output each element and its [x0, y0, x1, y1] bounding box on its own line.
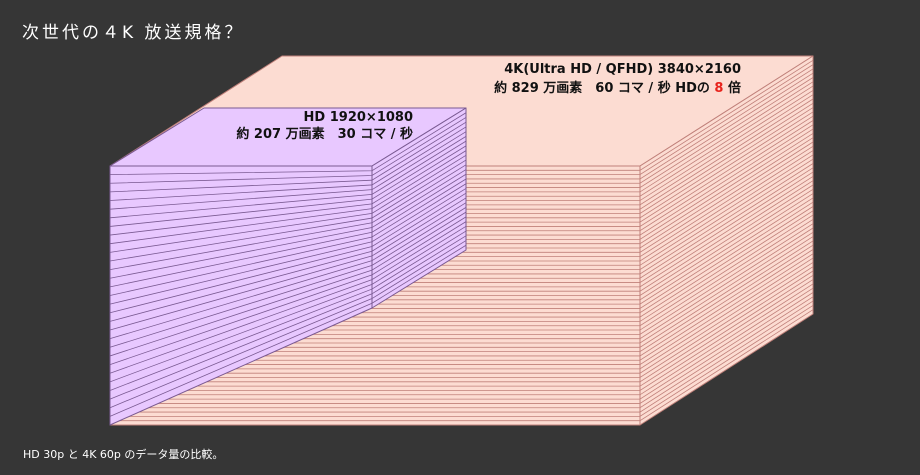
uhd-multiplier: 8 — [714, 81, 723, 96]
hd-frame-line — [109, 183, 467, 305]
hd-resolution-label: HD 1920×1080 — [304, 110, 413, 125]
hd-frame-line — [109, 131, 467, 210]
uhd-frame-line — [110, 274, 814, 387]
uhd-spec-prefix: 約 829 万画素 60 コマ / 秒 HDの — [494, 80, 714, 96]
hd-frame-line — [109, 221, 467, 374]
hd-frame-line — [109, 225, 467, 383]
hd-frame-line — [109, 140, 467, 227]
hd-frame-line — [109, 164, 467, 270]
hd-frame-line — [109, 202, 467, 340]
hd-frame-line — [109, 216, 467, 365]
hd-frame-line — [109, 159, 467, 262]
uhd-spec-label: 約 829 万画素 60 コマ / 秒 HDの 8 倍 — [494, 80, 741, 96]
hd-frame-line — [109, 188, 467, 314]
uhd-frame-line — [110, 266, 814, 378]
uhd-frame-line — [110, 296, 814, 409]
uhd-frame-line — [110, 262, 814, 374]
uhd-spec-suffix: 倍 — [723, 80, 741, 96]
uhd-frame-line — [110, 244, 814, 357]
hd-frame-line — [109, 112, 467, 176]
hd-frame-stack — [109, 107, 467, 426]
hd-frame-line — [109, 126, 467, 201]
hd-frame-line — [109, 211, 467, 357]
uhd-frame-line — [110, 283, 814, 396]
hd-frame-line — [109, 121, 467, 193]
uhd-frame-line — [110, 279, 814, 391]
hd-frame-line — [109, 145, 467, 236]
uhd-frame-line — [110, 270, 814, 383]
hd-frame-line — [109, 117, 467, 184]
hd-frame-line — [109, 240, 467, 409]
uhd-frame-line — [110, 257, 814, 370]
hd-frame-line — [109, 197, 467, 331]
hd-frame-line — [109, 169, 467, 279]
hd-frame-line — [109, 207, 467, 348]
hd-spec-label: 約 207 万画素 30 コマ / 秒 — [236, 126, 413, 142]
uhd-frame-line — [110, 300, 814, 413]
uhd-frame-line — [110, 249, 814, 361]
hd-frame-line — [109, 230, 467, 391]
hd-frame-line — [109, 244, 467, 417]
hd-frame-line — [109, 178, 467, 296]
caption: HD 30p と 4K 60p のデータ量の比較。 — [23, 448, 224, 461]
hd-frame-line — [109, 136, 467, 219]
hd-frame-line — [109, 154, 467, 253]
page-title: 次世代の４K 放送規格？ — [22, 23, 245, 43]
uhd-frame-line — [110, 287, 814, 400]
uhd-frame-line — [110, 240, 814, 353]
hd-frame-line — [109, 173, 467, 288]
hd-frame-lines — [109, 112, 467, 417]
hd-frame-line — [109, 235, 467, 400]
hd-frame-line — [109, 192, 467, 322]
uhd-frame-line — [110, 305, 814, 417]
uhd-resolution-label: 4K(Ultra HD / QFHD) 3840×2160 — [504, 62, 741, 77]
hd-frame-line — [109, 150, 467, 245]
uhd-frame-line — [110, 309, 814, 422]
uhd-frame-line — [110, 236, 814, 348]
uhd-frame-line — [110, 253, 814, 365]
uhd-frame-line — [110, 292, 814, 404]
